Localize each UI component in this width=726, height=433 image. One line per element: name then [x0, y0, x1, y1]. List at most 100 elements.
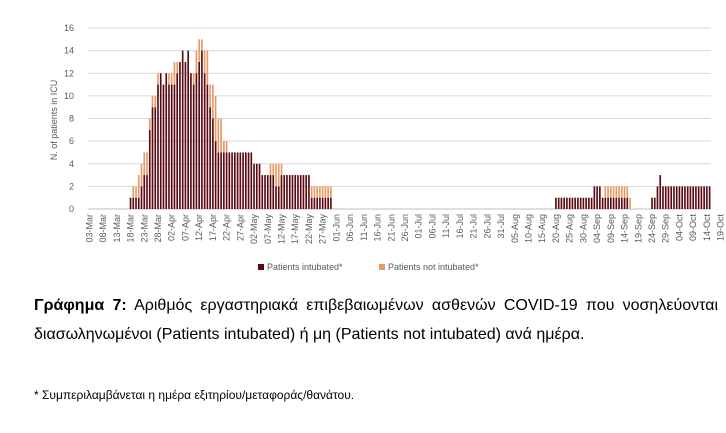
x-tick-label: 27-May: [318, 214, 328, 245]
bar-intubated: [275, 186, 277, 209]
bar-intubated: [313, 197, 316, 209]
bar-intubated: [571, 197, 574, 209]
x-tick-label: 11-Jul: [441, 214, 451, 238]
bar-intubated: [563, 197, 565, 209]
bar-intubated: [187, 50, 189, 209]
bar-not-intubated: [629, 197, 631, 209]
bar-intubated: [283, 175, 286, 209]
bar-not-intubated: [217, 118, 220, 153]
y-tick-label: 16: [64, 23, 74, 33]
bar-not-intubated: [324, 186, 327, 198]
y-tick-label: 14: [64, 46, 74, 56]
bar-not-intubated: [272, 163, 275, 176]
bar-intubated: [623, 197, 626, 209]
bar-not-intubated: [223, 141, 225, 153]
caption-text: Αριθμός εργαστηριακά επιβεβαιωμένων ασθε…: [34, 297, 718, 343]
bar-intubated: [618, 197, 620, 209]
x-axis: 03-Mar 08-Mar 13-Mar 18-Mar 23-Mar 28-Mar 02-A…: [84, 214, 726, 245]
bar-intubated: [157, 84, 159, 209]
bar-intubated: [585, 197, 587, 209]
bar-intubated: [146, 175, 148, 209]
bar-intubated: [247, 152, 250, 209]
bar-intubated: [286, 175, 288, 209]
y-tick-label: 0: [69, 204, 74, 214]
bar-intubated: [684, 186, 686, 209]
bar-intubated: [291, 175, 294, 209]
bar-intubated: [599, 186, 601, 209]
icu-patients-chart: 03-Mar 08-Mar 13-Mar 18-Mar 23-Mar 28-Mar 02-A…: [49, 23, 726, 272]
bar-intubated: [129, 197, 132, 209]
bar-intubated: [651, 197, 653, 209]
bar-not-intubated: [154, 95, 157, 108]
bar-intubated: [686, 186, 689, 209]
bar-not-intubated: [610, 186, 612, 198]
bar-not-intubated: [168, 73, 170, 85]
bar-not-intubated: [132, 186, 135, 198]
bar-intubated: [181, 50, 184, 209]
bar-not-intubated: [148, 118, 151, 130]
bar-intubated: [659, 175, 662, 209]
bar-intubated: [664, 186, 667, 209]
bar-intubated: [612, 197, 615, 209]
bar-intubated: [239, 152, 242, 209]
bar-intubated: [184, 61, 187, 209]
x-tick-label: 31-Jul: [496, 214, 506, 239]
bar-intubated: [176, 73, 179, 209]
bar-intubated: [264, 175, 266, 209]
bar-not-intubated: [618, 186, 620, 198]
x-tick-label: 26-Jul: [482, 214, 492, 239]
bar-intubated: [140, 186, 143, 209]
bar-intubated: [675, 186, 678, 209]
bar-not-intubated: [604, 186, 607, 198]
x-tick-label: 03-Mar: [84, 214, 94, 243]
x-tick-label: 19-Oct: [716, 214, 726, 242]
x-tick-label: 25-Aug: [565, 214, 575, 243]
bar-not-intubated: [607, 186, 609, 198]
bar-intubated: [280, 175, 283, 209]
bar-intubated: [143, 175, 146, 209]
bar-intubated: [604, 197, 607, 209]
bar-intubated: [148, 129, 151, 209]
bar-intubated: [209, 107, 211, 209]
bar-not-intubated: [143, 152, 146, 176]
x-tick-label: 14-Sep: [620, 214, 630, 243]
bar-intubated: [310, 197, 313, 209]
bar-intubated: [294, 175, 297, 209]
x-tick-label: 17-Apr: [208, 214, 218, 241]
figure-caption: Γράφημα 7: Αριθμός εργαστηριακά επιβεβαι…: [34, 291, 718, 349]
x-tick-label: 08-Mar: [98, 214, 108, 243]
bar-intubated: [653, 197, 656, 209]
bar-not-intubated: [146, 152, 148, 176]
bar-not-intubated: [195, 50, 198, 74]
x-tick-label: 04-Sep: [592, 214, 602, 243]
bar-not-intubated: [330, 186, 332, 198]
bar-intubated: [220, 152, 222, 209]
bar-intubated: [588, 197, 590, 209]
x-tick-label: 06-Jun: [345, 214, 355, 242]
x-tick-label: 29-Sep: [661, 214, 671, 243]
bar-intubated: [305, 175, 308, 209]
bar-not-intubated: [280, 163, 283, 176]
x-tick-label: 24-Sep: [647, 214, 657, 243]
bar-intubated: [154, 107, 157, 209]
bar-intubated: [555, 197, 557, 209]
y-tick-label: 8: [69, 114, 74, 124]
bar-not-intubated: [277, 163, 280, 187]
bar-intubated: [277, 186, 280, 209]
bar-intubated: [236, 152, 239, 209]
bars-group: [129, 39, 711, 209]
x-tick-label: 11-Jun: [359, 214, 369, 241]
bar-not-intubated: [214, 95, 217, 142]
bar-intubated: [159, 73, 162, 209]
legend-label-not-intubated: Patients not intubated*: [388, 262, 479, 272]
bar-intubated: [579, 197, 582, 209]
bar-intubated: [615, 197, 618, 209]
bar-intubated: [165, 73, 168, 209]
bar-not-intubated: [620, 186, 623, 198]
y-axis-label: N. of patients in ICU: [49, 80, 59, 161]
bar-intubated: [223, 152, 225, 209]
bar-intubated: [168, 84, 170, 209]
bar-intubated: [132, 197, 135, 209]
bar-intubated: [708, 186, 711, 209]
x-tick-label: 06-Jul: [427, 214, 437, 239]
